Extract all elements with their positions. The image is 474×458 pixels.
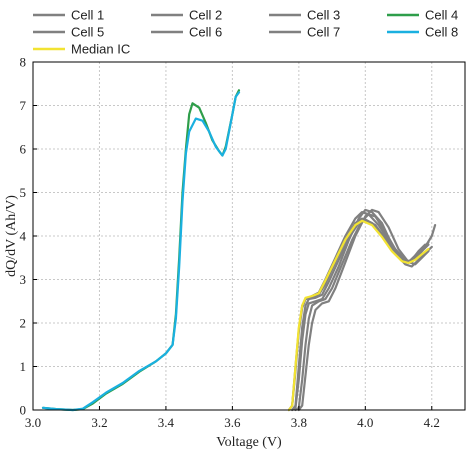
x-tick-label: 4.2 [424, 415, 440, 430]
y-tick-label: 8 [20, 55, 27, 70]
series-curves [41, 89, 437, 412]
legend-label: Cell 8 [425, 25, 458, 40]
y-tick-label: 7 [20, 98, 27, 113]
series-line-cell-5 [291, 218, 433, 412]
y-tick-label: 5 [20, 185, 27, 200]
legend: Cell 1 Cell 2 Cell 3 Cell 4 Cell 5 Cell 6 Cell… [33, 8, 458, 57]
x-tick-label: 3.6 [224, 415, 241, 430]
series-line-cell-3 [297, 208, 430, 412]
series-line-cell-8 [41, 91, 241, 412]
y-tick-label: 1 [20, 359, 27, 374]
y-tick-label: 3 [20, 272, 27, 287]
y-axis-label: dQ/dV (Ah/V) [4, 195, 19, 277]
x-axis-ticks: 3.0 3.2 3.4 3.6 3.8 4.0 4.2 [25, 406, 440, 430]
legend-label: Cell 7 [307, 25, 340, 40]
y-tick-label: 2 [20, 316, 27, 331]
series-line-cell-4 [41, 89, 241, 412]
legend-label: Cell 1 [71, 8, 104, 23]
x-tick-label: 3.4 [158, 415, 175, 430]
y-tick-label: 4 [20, 229, 27, 244]
x-axis-label: Voltage (V) [216, 435, 282, 450]
y-axis-ticks: 0 1 2 3 4 5 6 7 8 [20, 55, 37, 418]
legend-label: Cell 6 [189, 25, 222, 40]
x-tick-label: 4.0 [357, 415, 373, 430]
x-tick-label: 3.2 [91, 415, 107, 430]
x-tick-label: 3.8 [291, 415, 307, 430]
grid [33, 62, 465, 410]
y-tick-label: 6 [20, 142, 27, 157]
series-line-cell-1 [291, 208, 430, 412]
legend-label: Cell 3 [307, 8, 340, 23]
legend-label: Cell 2 [189, 8, 222, 23]
x-tick-label: 3.0 [25, 415, 41, 430]
legend-label: Cell 5 [71, 25, 104, 40]
y-tick-label: 0 [20, 403, 27, 418]
series-line-cell-6 [287, 211, 427, 412]
legend-label: Median IC [71, 42, 130, 57]
legend-label: Cell 4 [425, 8, 458, 23]
series-line-median-ic [287, 219, 430, 412]
